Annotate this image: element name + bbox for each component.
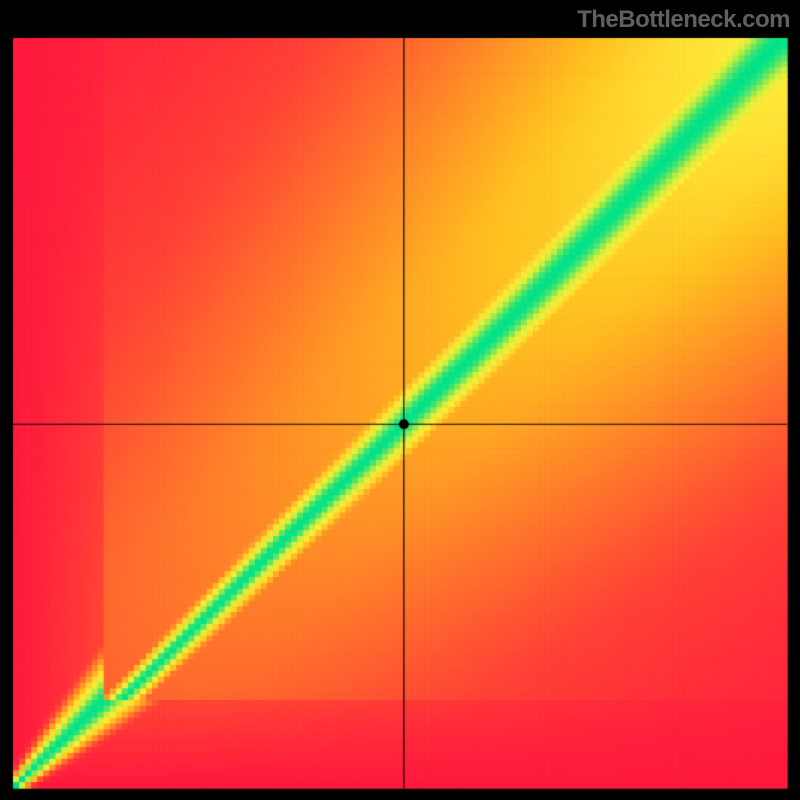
- chart-container: { "watermark": "TheBottleneck.com", "wat…: [0, 0, 800, 800]
- watermark-text: TheBottleneck.com: [577, 6, 790, 34]
- bottleneck-heatmap: [0, 0, 800, 800]
